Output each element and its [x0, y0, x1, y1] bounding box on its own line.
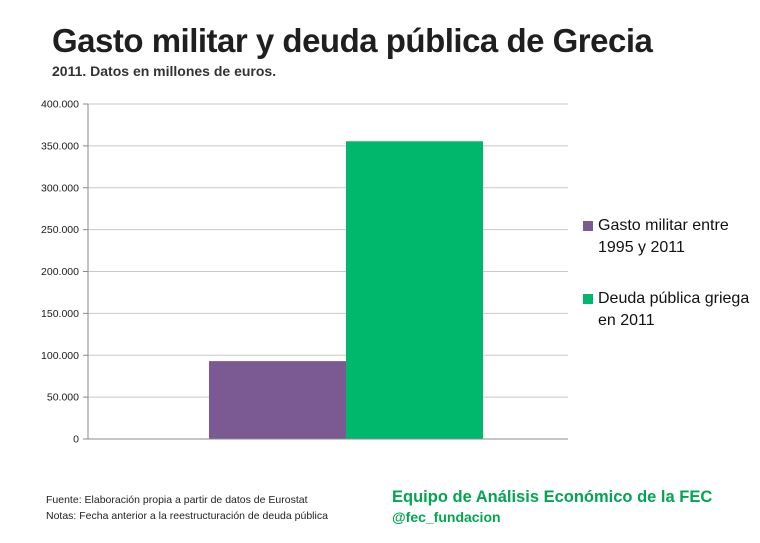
- legend-label-debt: Deuda pública griega en 2011: [598, 290, 750, 329]
- y-tick-label: 200.000: [41, 266, 79, 278]
- legend-label-military: Gasto militar entre 1995 y 2011: [598, 217, 729, 256]
- bar-military-spending: [209, 361, 346, 439]
- footer-notes: Fuente: Elaboración propia a partir de d…: [46, 492, 328, 524]
- legend-swatch-military: [583, 221, 593, 231]
- date-note: Notas: Fecha anterior a la reestructurac…: [46, 510, 328, 522]
- legend-item-debt: Deuda pública griega en 2011: [582, 288, 757, 332]
- brand-handle: @fec_fundacion: [392, 509, 501, 525]
- chart-legend: Gasto militar entre 1995 y 2011 Deuda pú…: [582, 215, 757, 361]
- y-axis-ticks: 0 50.000 100.000 150.000 200.000 250.000 300.0…: [41, 99, 88, 446]
- y-tick-label: 300.000: [41, 182, 79, 194]
- brand-name: Equipo de Análisis Económico de la FEC: [392, 488, 713, 506]
- y-tick-label: 250.000: [41, 224, 79, 236]
- bars: [209, 141, 483, 440]
- y-tick-label: 400.000: [41, 99, 79, 111]
- y-tick-label: 50.000: [47, 392, 79, 404]
- brand-block: Equipo de Análisis Económico de la FEC @…: [392, 487, 712, 527]
- y-tick-label: 100.000: [41, 350, 79, 362]
- legend-swatch-debt: [583, 294, 593, 304]
- y-tick-label: 350.000: [41, 140, 79, 152]
- grid-lines: [88, 103, 568, 398]
- y-tick-label: 150.000: [41, 308, 79, 320]
- legend-item-military: Gasto militar entre 1995 y 2011: [582, 215, 757, 259]
- bar-public-debt: [346, 141, 483, 440]
- chart-subtitle: 2011. Datos en millones de euros.: [52, 63, 277, 79]
- axes: [87, 104, 568, 440]
- chart-title: Gasto militar y deuda pública de Grecia: [52, 22, 653, 59]
- y-tick-label: 0: [73, 434, 79, 446]
- source-note: Fuente: Elaboración propia a partir de d…: [46, 494, 308, 506]
